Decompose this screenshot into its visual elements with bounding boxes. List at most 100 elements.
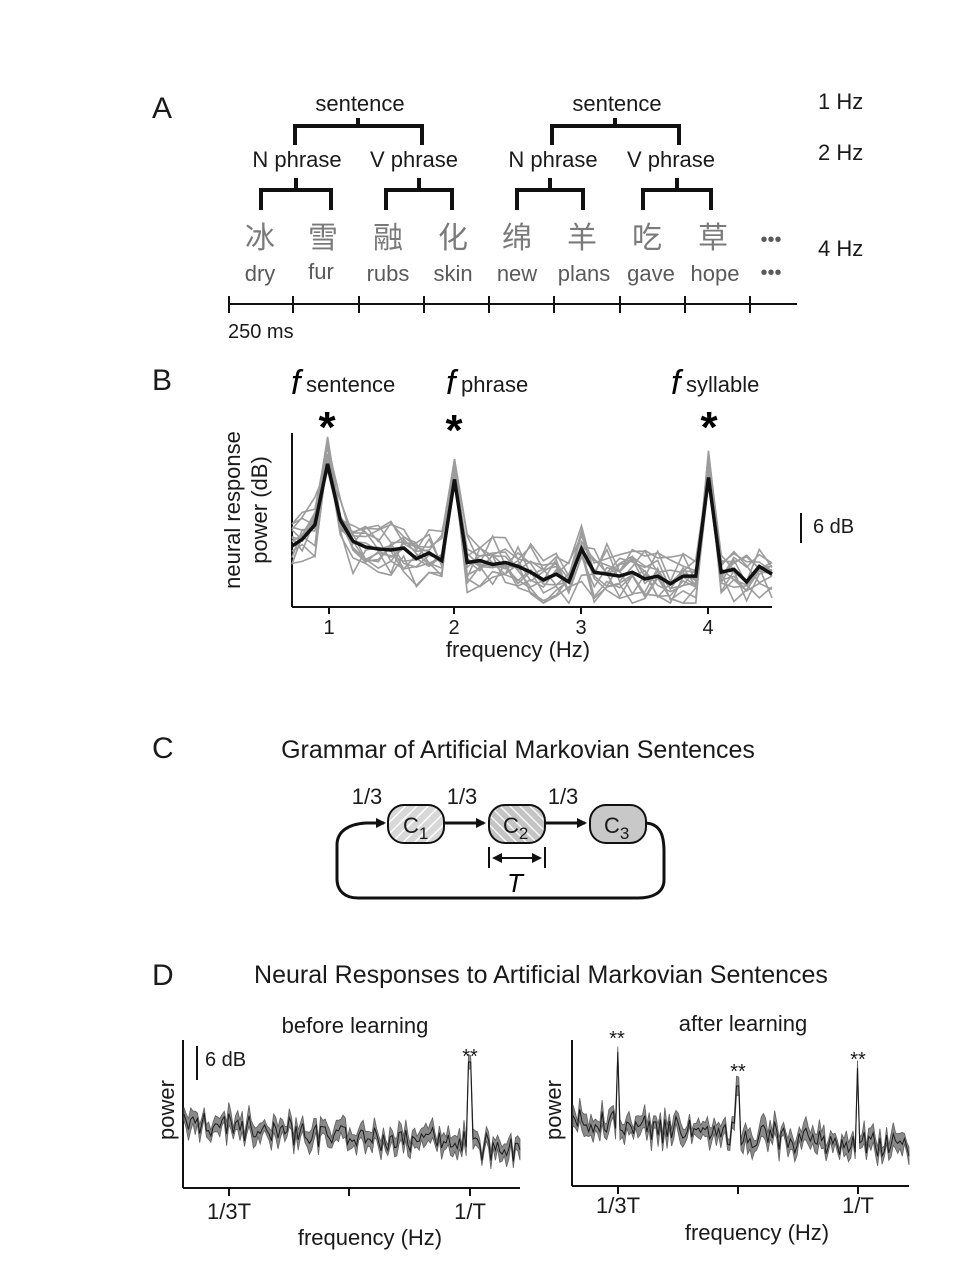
peak-label-syllable-sub: syllable xyxy=(686,372,759,397)
rate-1hz: 1 Hz xyxy=(818,89,863,114)
panel-d-left-xlabel: frequency (Hz) xyxy=(298,1225,442,1250)
gloss-7: gave xyxy=(627,261,675,286)
panel-d-left-band xyxy=(183,1053,521,1169)
character-row: 冰 雪 融 化 绵 羊 吃 草 ••• xyxy=(245,222,782,255)
panel-b-axes xyxy=(291,433,772,614)
peak-label-phrase: f phrase xyxy=(446,364,528,402)
sentence-bracket-1 xyxy=(293,118,424,145)
panel-d-left-mean xyxy=(183,1061,521,1162)
panel-d-left-tick-1: 1/3T xyxy=(207,1199,251,1224)
phrase-label-3: N phrase xyxy=(508,147,597,172)
sentence-label-2: sentence xyxy=(572,91,661,116)
panel-a-letter: A xyxy=(152,92,172,125)
panel-b-xtick-3: 3 xyxy=(575,617,586,639)
panel-d-right-tick-1: 1/3T xyxy=(596,1193,640,1218)
peak-label-sentence-f: f xyxy=(291,364,304,402)
transition-label-3: 1/3 xyxy=(548,784,579,809)
loop-arrow xyxy=(335,818,666,900)
gloss-6: plans xyxy=(558,261,611,286)
panel-d-left-title: before learning xyxy=(282,1013,429,1038)
panel-d-right-xlabel: frequency (Hz) xyxy=(685,1220,829,1245)
panel-b-ylabel-line2: power (dB) xyxy=(247,456,272,564)
subject-trace xyxy=(291,436,773,600)
sentence-bracket-2 xyxy=(550,118,681,145)
peak-label-sentence-sub: sentence xyxy=(306,372,395,397)
character-3: 融 xyxy=(373,222,403,255)
gloss-row: dry fur rubs skin new plans gave hope ••… xyxy=(245,259,782,286)
node-c3-label: C3 xyxy=(604,813,629,843)
panel-d-left-ylabel: power xyxy=(154,1080,179,1140)
gloss-3: rubs xyxy=(367,261,410,286)
phrase-label-2: V phrase xyxy=(370,147,458,172)
gloss-5: new xyxy=(497,261,537,286)
peak-label-syllable-f: f xyxy=(671,364,684,402)
character-ellipsis: ••• xyxy=(760,229,781,251)
subject-trace xyxy=(291,462,773,579)
subject-trace xyxy=(291,440,773,602)
node-c1 xyxy=(387,804,445,844)
rate-4hz: 4 Hz xyxy=(818,236,863,261)
panel-d-left-tick-2: 1/T xyxy=(454,1199,486,1224)
gloss-1: dry xyxy=(245,261,276,286)
phrase-label-4: V phrase xyxy=(627,147,715,172)
panel-d-right-tick-2: 1/T xyxy=(842,1193,874,1218)
panel-b-ylabel-line1: neural response xyxy=(220,431,245,589)
panel-d-right-title: after learning xyxy=(679,1011,807,1036)
individual-traces xyxy=(291,436,773,605)
panel-b: B f sentence f phrase f syllable * * * n… xyxy=(152,364,854,662)
character-7: 吃 xyxy=(632,222,662,255)
character-2: 雪 xyxy=(308,222,338,255)
panel-d-right: after learning power ** ** ** 1/3T 1/T f… xyxy=(541,1011,910,1245)
period-label: T xyxy=(507,868,525,898)
time-scale-label: 250 ms xyxy=(228,321,294,343)
panel-b-ylabel: neural response power (dB) xyxy=(220,431,272,589)
character-1: 冰 xyxy=(245,222,275,255)
character-8: 草 xyxy=(698,222,728,255)
gloss-8: hope xyxy=(691,261,740,286)
phrase-bracket-3 xyxy=(515,178,585,210)
phrase-label-1: N phrase xyxy=(252,147,341,172)
phrase-bracket-2 xyxy=(384,178,454,210)
subject-trace xyxy=(291,446,773,595)
phrase-bracket-1 xyxy=(259,178,333,210)
subject-trace xyxy=(291,450,773,591)
panel-d-scale-label: 6 dB xyxy=(205,1049,246,1071)
transition-label-1: 1/3 xyxy=(352,784,383,809)
rate-2hz: 2 Hz xyxy=(818,140,863,165)
panel-b-xtick-1: 1 xyxy=(323,617,334,639)
peak-star-sentence: * xyxy=(318,403,336,452)
mean-trace xyxy=(291,463,773,586)
subject-trace xyxy=(291,443,773,584)
panel-d-letter: D xyxy=(152,959,174,992)
subject-trace xyxy=(291,460,773,593)
sentence-label-1: sentence xyxy=(315,91,404,116)
panel-d: D Neural Responses to Artificial Markovi… xyxy=(152,959,910,1250)
panel-b-xtick-4: 4 xyxy=(702,617,713,639)
peak-label-phrase-sub: phrase xyxy=(461,372,528,397)
character-6: 羊 xyxy=(567,222,597,255)
panel-c: C Grammar of Artificial Markovian Senten… xyxy=(152,732,755,900)
panel-d-left-stars: ** xyxy=(462,1046,478,1068)
panel-d-right-ylabel: power xyxy=(541,1080,566,1140)
panel-b-letter: B xyxy=(152,364,172,397)
subject-trace xyxy=(291,456,773,605)
panel-b-scale-label: 6 dB xyxy=(813,516,854,538)
node-c2-label: C2 xyxy=(503,813,528,843)
panel-a: A sentence sentence N phrase V phrase N … xyxy=(152,89,863,343)
panel-b-xlabel: frequency (Hz) xyxy=(446,637,590,662)
gloss-2: fur xyxy=(308,259,334,284)
panel-d-right-stars-3: ** xyxy=(850,1049,866,1071)
panel-d-right-stars-1: ** xyxy=(609,1028,625,1050)
period-marker xyxy=(488,847,546,868)
character-4: 化 xyxy=(438,222,468,255)
phrase-bracket-4 xyxy=(641,178,713,210)
panel-d-left: before learning 6 dB power ** 1/3T 1/T f… xyxy=(154,1013,521,1250)
panel-c-title: Grammar of Artificial Markovian Sentence… xyxy=(281,736,755,764)
node-c3 xyxy=(589,804,647,844)
character-5: 绵 xyxy=(502,222,532,255)
peak-label-syllable: f syllable xyxy=(671,364,759,402)
gloss-4: skin xyxy=(433,261,472,286)
panel-d-title: Neural Responses to Artificial Markovian… xyxy=(254,961,828,989)
panel-c-letter: C xyxy=(152,732,174,765)
